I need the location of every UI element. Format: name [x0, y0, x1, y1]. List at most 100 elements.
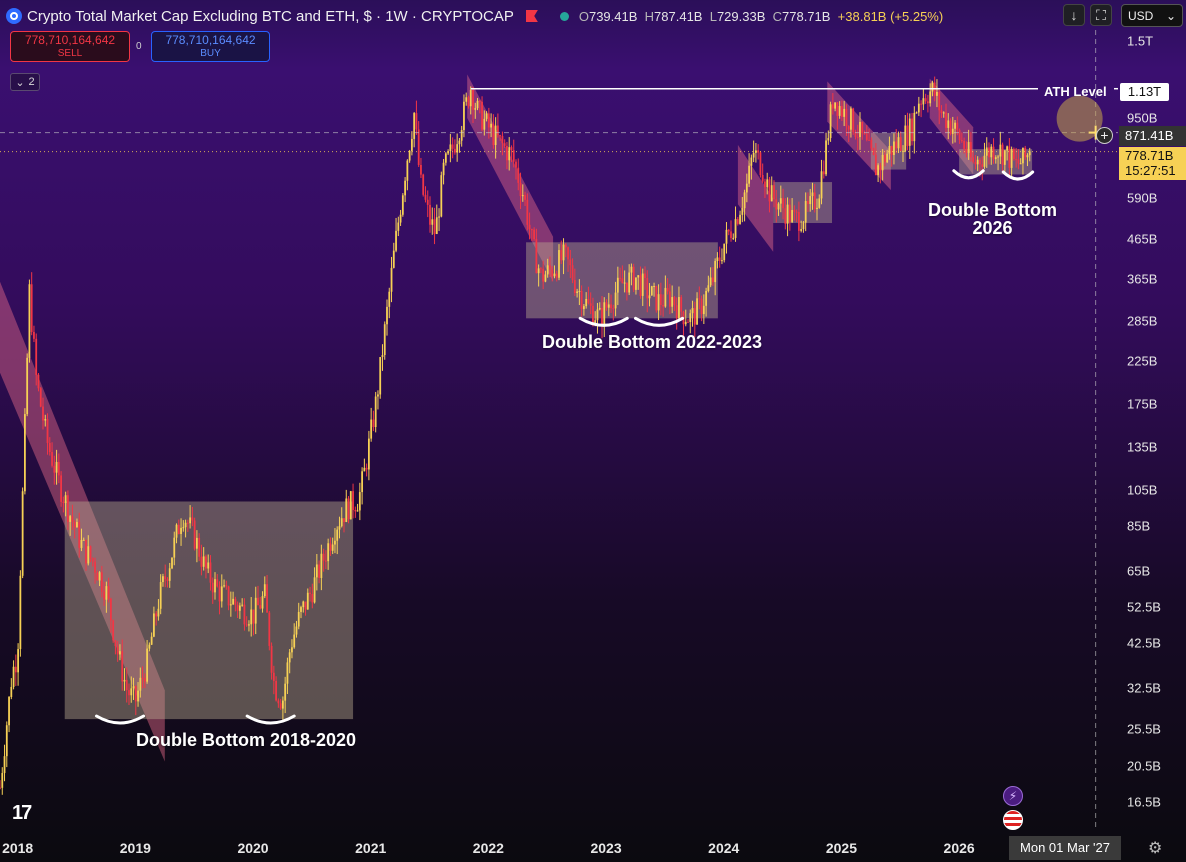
- candle-body: [619, 277, 622, 279]
- candle-body: [463, 101, 465, 131]
- candle-body: [718, 257, 721, 261]
- candle-body: [834, 102, 837, 109]
- indicators-toggle[interactable]: ⌄ 2: [10, 73, 40, 91]
- candle-body: [947, 120, 950, 128]
- candle-body: [820, 171, 823, 199]
- candle-body: [130, 688, 133, 696]
- candle-body: [458, 140, 461, 145]
- symbol-title[interactable]: Crypto Total Market Cap Excluding BTC an…: [27, 7, 514, 25]
- candle-body: [1, 773, 4, 788]
- candle-body: [929, 91, 932, 104]
- candle-body: [893, 141, 895, 156]
- candle-body: [524, 195, 526, 200]
- candle-body: [992, 146, 995, 160]
- tradingview-logo-icon[interactable]: 17: [12, 802, 32, 824]
- candle-body: [132, 686, 135, 689]
- candle-body: [551, 269, 554, 277]
- candle-body: [809, 196, 812, 205]
- candle-body: [560, 250, 563, 261]
- gear-icon[interactable]: ⚙: [1148, 840, 1163, 857]
- candle-body: [128, 690, 130, 696]
- sell-label: SELL: [57, 48, 83, 59]
- double-bottom-arc: [1001, 170, 1035, 181]
- candle-body: [168, 568, 171, 581]
- candle-body: [797, 212, 800, 231]
- us-flag-icon[interactable]: [1003, 810, 1023, 830]
- candle-body: [297, 611, 300, 627]
- candle-body: [338, 526, 341, 530]
- candle-body: [610, 304, 612, 309]
- candle-body: [35, 338, 38, 375]
- candle-body: [662, 305, 665, 307]
- candle-body: [802, 222, 805, 230]
- candle-body: [714, 261, 717, 283]
- candle-body: [150, 636, 153, 645]
- price-axis-label: 285B: [1127, 313, 1158, 329]
- candle-body: [775, 199, 778, 210]
- candle-body: [182, 527, 185, 529]
- candle-body: [605, 302, 608, 308]
- candle-body: [386, 306, 388, 325]
- candle-body: [926, 101, 929, 104]
- candle-body: [555, 273, 558, 278]
- download-icon[interactable]: ↓: [1063, 4, 1085, 26]
- candle-body: [533, 229, 536, 240]
- candle-body: [89, 546, 92, 559]
- candle-body: [637, 275, 640, 278]
- candle-body: [347, 498, 350, 520]
- candle-body: [60, 475, 63, 502]
- double-bottom-arc: [952, 169, 985, 180]
- candle-body: [723, 243, 726, 261]
- candle-body: [578, 290, 581, 292]
- candle-body: [632, 266, 635, 290]
- candle-body: [811, 192, 814, 197]
- candle-body: [696, 298, 698, 325]
- sell-button[interactable]: 778,710,164,642 SELL: [10, 31, 130, 62]
- flag-icon[interactable]: [525, 10, 538, 22]
- candle-body: [23, 414, 26, 492]
- candle-body: [587, 298, 590, 304]
- candle-body: [838, 106, 841, 116]
- candle-body: [567, 247, 569, 260]
- candle-body: [152, 613, 155, 637]
- candle-body: [254, 597, 257, 624]
- candle-body: [936, 91, 938, 96]
- fullscreen-icon[interactable]: ⛶: [1090, 4, 1112, 26]
- candle-body: [401, 195, 404, 215]
- candle-body: [861, 121, 864, 134]
- candle-body: [248, 624, 250, 626]
- candle-body: [257, 597, 259, 606]
- candle-body: [361, 471, 364, 493]
- candle-body: [752, 152, 755, 158]
- candle-body: [906, 125, 909, 146]
- add-alert-icon[interactable]: +: [1096, 127, 1113, 144]
- candle-body: [915, 112, 918, 114]
- candle-body: [143, 678, 146, 682]
- candle-body: [358, 492, 361, 511]
- candle-body: [234, 598, 237, 605]
- candle-body: [313, 577, 316, 603]
- candle-body: [175, 524, 178, 538]
- lightning-icon[interactable]: ⚡: [1003, 786, 1023, 806]
- candle-body: [829, 104, 832, 139]
- candle-body: [734, 219, 737, 238]
- buy-button[interactable]: 778,710,164,642 BUY: [151, 31, 270, 62]
- candle-body: [917, 103, 920, 113]
- currency-select[interactable]: USD ⌄: [1121, 4, 1183, 27]
- candle-body: [96, 572, 99, 581]
- candle-body: [931, 82, 934, 92]
- candle-body: [770, 185, 773, 202]
- candle-body: [465, 97, 468, 102]
- candle-body: [888, 146, 891, 154]
- candle-body: [530, 229, 533, 231]
- candle-body: [435, 217, 438, 234]
- candle-body: [616, 277, 619, 293]
- candle-body: [920, 103, 923, 105]
- candle-body: [476, 100, 479, 109]
- candle-body: [367, 438, 370, 470]
- candle-body: [594, 320, 597, 325]
- candle-body: [3, 756, 6, 774]
- candle-body: [739, 214, 741, 224]
- candle-body: [157, 608, 160, 617]
